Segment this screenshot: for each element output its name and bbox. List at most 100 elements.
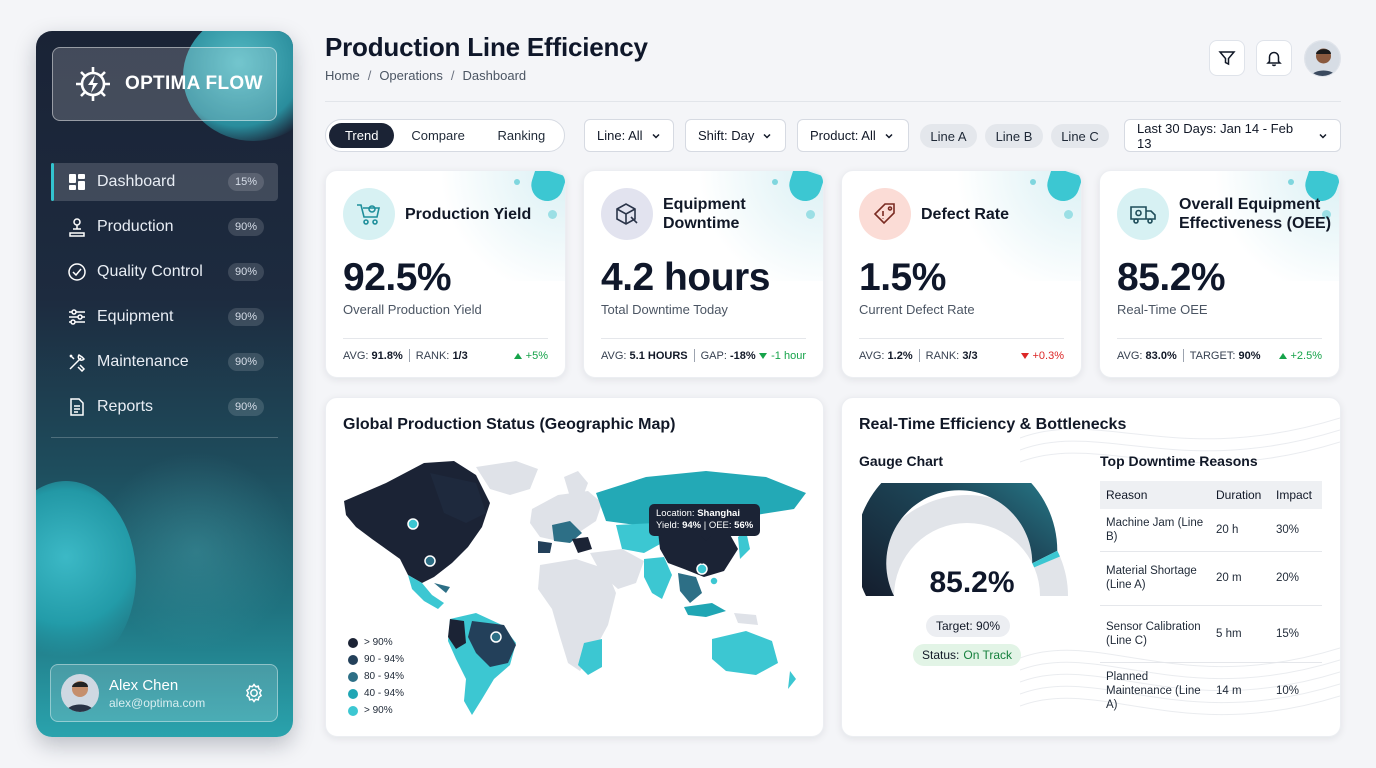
date-range-select[interactable]: Last 30 Days: Jan 14 - Feb 13: [1124, 119, 1341, 152]
header-avatar[interactable]: [1304, 40, 1341, 77]
map-marker: [490, 631, 502, 643]
chip-line-a[interactable]: Line A: [920, 124, 977, 148]
sidebar-item-maintenance[interactable]: Maintenance 90%: [51, 343, 278, 381]
filter-icon: [1218, 51, 1236, 66]
map-legend: > 90% 90 - 94% 80 - 94% 40 - 94% > 90%: [348, 634, 404, 719]
chip-line-c[interactable]: Line C: [1051, 124, 1109, 148]
sidebar-item-reports[interactable]: Reports 90%: [51, 388, 278, 426]
chip-line-b[interactable]: Line B: [985, 124, 1043, 148]
legend-item: 80 - 94%: [348, 668, 404, 685]
breadcrumb-separator: /: [450, 68, 455, 83]
truck-gear-icon: [1117, 188, 1169, 240]
map-region-europe: [530, 491, 602, 541]
legend-item: > 90%: [348, 702, 404, 719]
gear-icon[interactable]: [243, 682, 265, 704]
kpi-footer: AVG: 1.2% RANK: 3/3 +0.3%: [859, 349, 1064, 362]
tooltip-label: Location:: [656, 508, 695, 519]
box-wrench-icon: [601, 188, 653, 240]
bell-icon: [1266, 51, 1282, 67]
sidebar-item-production[interactable]: Production 90%: [51, 208, 278, 246]
map-region-central-europe: [552, 521, 582, 543]
tooltip-oee: 56%: [734, 520, 754, 531]
app-name: OPTIMA FLOW: [125, 73, 263, 94]
impact-cell: 20%: [1270, 551, 1322, 606]
sidebar-nav: Dashboard 15% Production 90% Quality Con…: [51, 163, 278, 433]
panel-title: Global Production Status (Geographic Map…: [343, 416, 676, 433]
breadcrumb-operations[interactable]: Operations: [379, 68, 443, 83]
header-divider: [325, 101, 1341, 102]
sidebar-item-quality-control[interactable]: Quality Control 90%: [51, 253, 278, 291]
tab-compare[interactable]: Compare: [411, 128, 465, 143]
document-icon: [67, 397, 87, 417]
kpi-metric-label: AVG:: [1117, 349, 1143, 362]
target-badge: Target: 90%: [926, 615, 1011, 637]
kpi-metric-value: 1.2%: [887, 349, 913, 362]
column-header[interactable]: Reason: [1100, 481, 1210, 509]
gauge-title: Gauge Chart: [859, 453, 944, 469]
map-region-africa: [538, 559, 616, 671]
map-region-scandinavia: [564, 471, 588, 499]
line-select[interactable]: Line: All: [584, 119, 674, 152]
user-profile-card[interactable]: Alex Chen alex@optima.com: [50, 664, 278, 722]
kpi-delta: +5%: [513, 350, 548, 362]
reason-cell: Planned Maintenance (Line A): [1106, 670, 1201, 711]
sidebar-item-label: Maintenance: [97, 353, 189, 370]
grid-icon: [67, 172, 87, 192]
map-region-brazil: [468, 621, 516, 667]
gauge-value: 85.2%: [929, 566, 1015, 599]
kpi-card-defect-rate[interactable]: Defect Rate 1.5% Current Defect Rate AVG…: [841, 170, 1082, 378]
status-badge: Status: On Track: [913, 644, 1022, 666]
map-region-indonesia: [684, 603, 726, 617]
map-region-balkans: [572, 537, 592, 553]
kpi-metric-value: 90%: [1238, 349, 1261, 362]
notifications-button[interactable]: [1256, 40, 1292, 76]
tab-trend[interactable]: Trend: [329, 123, 395, 148]
trend-up-icon: [1278, 352, 1287, 359]
kpi-delta: +2.5%: [1278, 350, 1322, 362]
world-map[interactable]: [326, 453, 824, 723]
sidebar-item-equipment[interactable]: Equipment 90%: [51, 298, 278, 336]
breadcrumb-home[interactable]: Home: [325, 68, 360, 83]
column-header[interactable]: Duration: [1210, 481, 1270, 509]
gauge-track: [866, 495, 1068, 596]
map-region-india: [644, 557, 672, 599]
breadcrumb-separator: /: [367, 68, 372, 83]
map-tooltip: Location: Shanghai Yield: 94% | OEE: 56%: [649, 504, 761, 541]
table-row[interactable]: Material Shortage (Line A) 20 m 20%: [1100, 551, 1322, 606]
downtime-table-title: Top Downtime Reasons: [1100, 453, 1258, 469]
kpi-footer: AVG: 83.0% TARGET: 90% +2.5%: [1117, 349, 1322, 362]
sidebar-item-badge: 90%: [227, 218, 264, 236]
kpi-card-equipment-downtime[interactable]: Equipment Downtime 4.2 hours Total Downt…: [583, 170, 824, 378]
kpi-value: 92.5%: [343, 256, 452, 299]
map-region-china: [658, 523, 738, 577]
kpi-card-production-yield[interactable]: Production Yield 92.5% Overall Productio…: [325, 170, 566, 378]
tooltip-label: Yield:: [656, 520, 680, 531]
kpi-card-oee[interactable]: Overall Equipment Effectiveness (OEE) 85…: [1099, 170, 1340, 378]
line-select-value: Line: All: [597, 128, 643, 143]
table-row[interactable]: Sensor Calibration (Line C) 5 hm 15%: [1100, 605, 1322, 663]
product-select[interactable]: Product: All: [797, 119, 909, 152]
map-region-andes: [448, 619, 466, 649]
cart-gear-icon: [343, 188, 395, 240]
kpi-metric-value: 5.1 HOURS: [629, 349, 688, 362]
column-header[interactable]: Impact: [1270, 481, 1322, 509]
kpi-subtitle: Real-Time OEE: [1117, 302, 1208, 317]
shift-select[interactable]: Shift: Day: [685, 119, 786, 152]
sidebar-item-badge: 90%: [227, 398, 264, 416]
app-logo[interactable]: OPTIMA FLOW: [52, 47, 277, 121]
kpi-metric-label: AVG:: [859, 349, 885, 362]
sidebar-item-dashboard[interactable]: Dashboard 15%: [51, 163, 278, 201]
kpi-metric-value: 3/3: [962, 349, 978, 362]
kpi-metric-label: TARGET:: [1189, 349, 1236, 362]
legend-item: > 90%: [348, 634, 404, 651]
filter-button[interactable]: [1209, 40, 1245, 76]
table-row[interactable]: Planned Maintenance (Line A) 14 m 10%: [1100, 662, 1322, 719]
tab-ranking[interactable]: Ranking: [497, 128, 546, 143]
kpi-metric-label: GAP:: [700, 349, 727, 362]
kpi-subtitle: Current Defect Rate: [859, 302, 975, 317]
tag-alert-icon: [859, 188, 911, 240]
table-row[interactable]: Machine Jam (Line B) 20 h 30%: [1100, 509, 1322, 552]
sliders-icon: [67, 307, 87, 327]
kpi-title: Production Yield: [405, 206, 532, 223]
kpi-metric-label: RANK:: [415, 349, 450, 362]
